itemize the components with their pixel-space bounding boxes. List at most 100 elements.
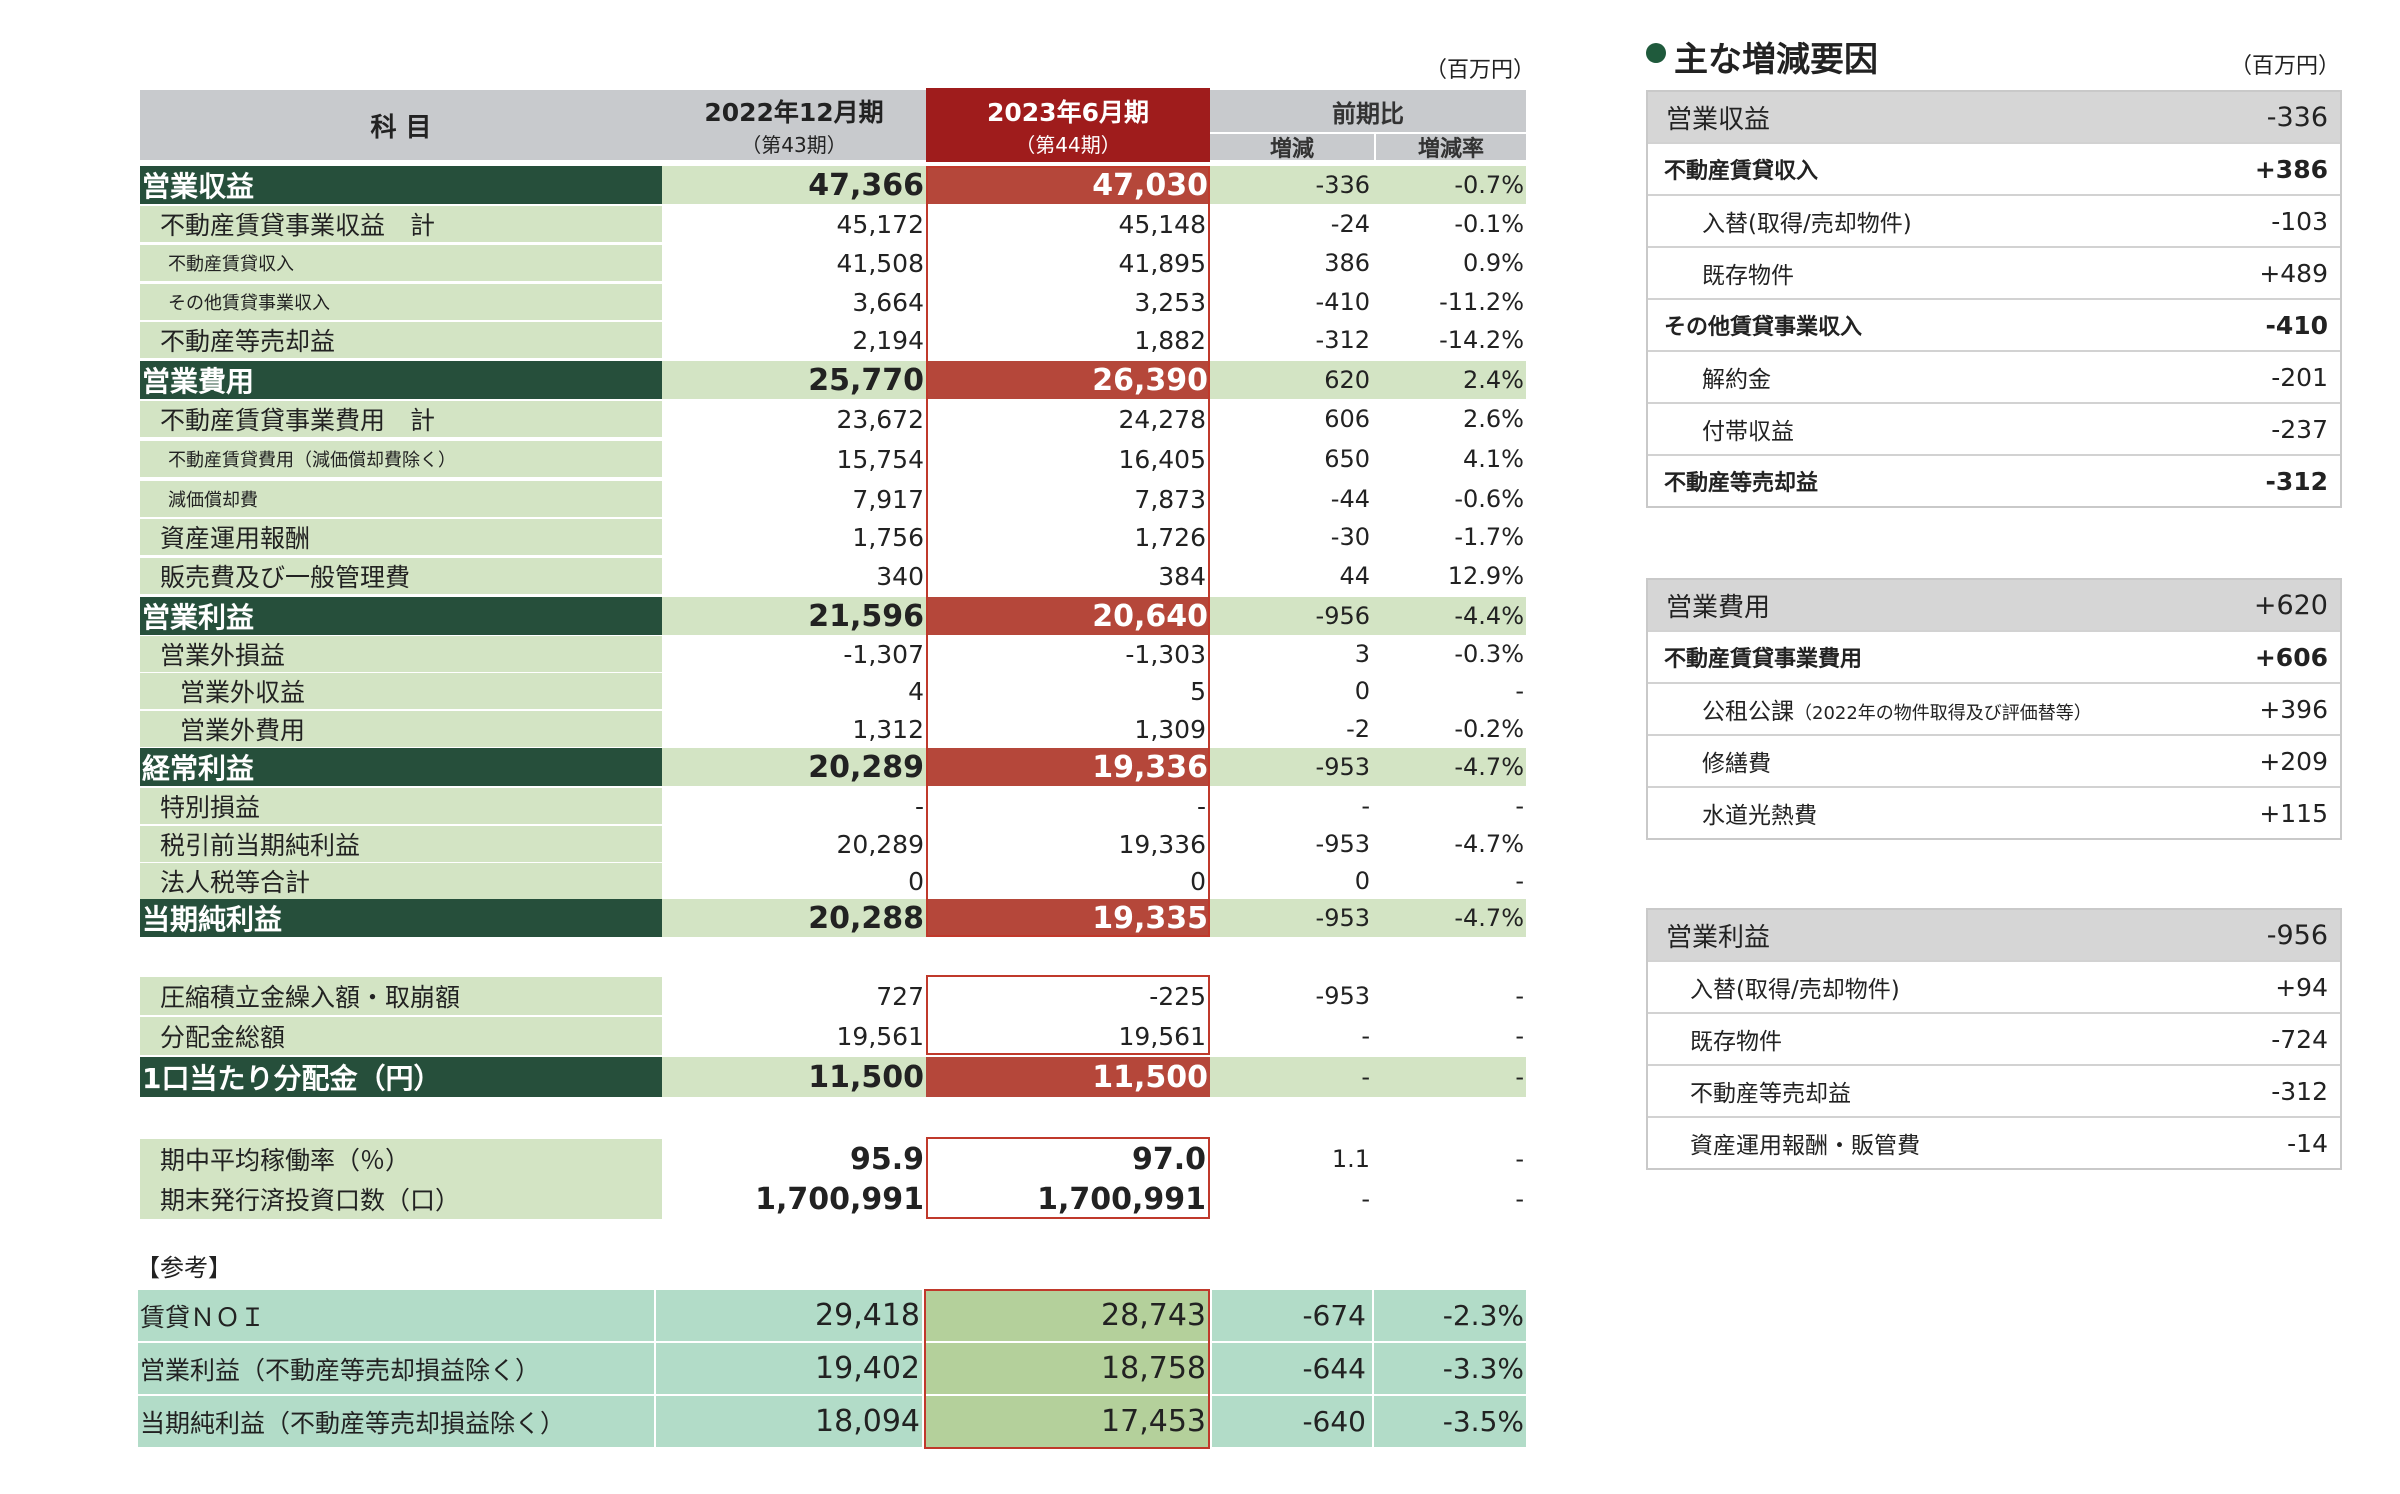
row-label: 資産運用報酬: [140, 519, 662, 555]
factor-item: 修繕費 +209: [1648, 734, 2340, 786]
factor-item-label: 不動産等売却益: [1664, 471, 1819, 496]
factor-item-label-wrap: 不動産賃貸収入: [1664, 153, 1818, 185]
row-label: 営業外費用: [140, 711, 662, 747]
factor-box-header-value: -956: [2266, 919, 2328, 951]
factor-item-label-wrap: その他賃貸事業収入: [1664, 309, 1862, 341]
row-p1: -: [662, 788, 926, 824]
factor-item: 解約金 -201: [1648, 350, 2340, 402]
ref-row-label: 当期純利益（不動産等売却損益除く）: [138, 1396, 654, 1447]
period1-title: 2022年12月期: [704, 97, 884, 127]
row-diff: -953: [1210, 748, 1376, 786]
header-period2: 2023年6月期 （第44期）: [926, 88, 1210, 162]
dist-row-rate: -: [1515, 1022, 1524, 1050]
factor-item-value: +606: [2254, 642, 2328, 672]
row-label: 不動産等売却益: [140, 322, 662, 358]
row-diff: 0: [1354, 677, 1370, 705]
dist-row-diff: -953: [1315, 982, 1370, 1010]
factor-item: 入替(取得/売却物件) -103: [1648, 194, 2340, 246]
row-diff: 386: [1324, 249, 1370, 277]
factor-item-label: 不動産賃貸収入: [1664, 159, 1819, 184]
factor-item-value: -312: [2271, 1076, 2328, 1106]
dist-row-p1: 727: [662, 977, 926, 1015]
factor-item: 水道光熱費 +115: [1648, 786, 2340, 838]
row-diff: -336: [1210, 166, 1376, 204]
factor-item: 資産運用報酬・販管費 -14: [1648, 1116, 2340, 1168]
factor-item-label-wrap: 付帯収益: [1664, 412, 1794, 446]
row-p2: 0: [926, 863, 1210, 899]
ref-row-p2: 17,453: [924, 1396, 1210, 1447]
factor-item-value: -201: [2271, 362, 2328, 392]
ref-row-rate: -2.3%: [1374, 1290, 1526, 1341]
factor-item-label-wrap: 水道光熱費: [1664, 796, 1817, 830]
unit-label: （百万円）: [1425, 58, 1536, 83]
occ-row-p1: 1,700,991: [755, 1181, 924, 1217]
factor-item-label-wrap: 不動産等売却益: [1664, 1074, 1851, 1108]
row-rate: -0.3%: [1454, 640, 1524, 668]
row-rate: 4.1%: [1463, 445, 1524, 473]
row-rate: -0.1%: [1454, 210, 1524, 238]
factor-item: 不動産賃貸収入 +386: [1648, 142, 2340, 194]
factor-item-label: 解約金: [1702, 367, 1771, 393]
factor-item: 不動産等売却益 -312: [1648, 1064, 2340, 1116]
factor-box-header-label: 営業費用: [1666, 592, 1771, 623]
row-p2: 47,030: [926, 166, 1210, 204]
factor-item-label-wrap: 解約金: [1664, 360, 1771, 394]
row-p1: 0: [662, 863, 926, 899]
factor-item-label: 不動産賃貸事業費用: [1664, 647, 1863, 672]
occ-row-rate: -: [1515, 1185, 1524, 1213]
occ-row-p2: 97.0: [1131, 1141, 1206, 1177]
occ-row-p2: 1,700,991: [1037, 1181, 1206, 1217]
row-label: 不動産賃貸費用（減価償却費除く）: [140, 441, 662, 477]
dist-row-p2: 11,500: [926, 1057, 1210, 1097]
factor-item: 付帯収益 -237: [1648, 402, 2340, 454]
row-p1: 15,754: [662, 441, 926, 477]
factor-item-label: 公租公課: [1702, 699, 1794, 725]
period1-sub: （第43期）: [741, 132, 847, 157]
row-diff: -410: [1315, 288, 1370, 316]
factor-item-label: 資産運用報酬・販管費: [1690, 1133, 1920, 1159]
occ-row-label: 期末発行済投資口数（口）: [140, 1179, 662, 1219]
factor-item-label: 既存物件: [1702, 263, 1794, 289]
row-label: 経常利益: [140, 748, 662, 786]
row-p2: 384: [926, 558, 1210, 594]
factor-item-label-wrap: 公租公課（2022年の物件取得及び評価替等）: [1664, 692, 2092, 726]
factor-box: 営業利益 -956 入替(取得/売却物件) +94 既存物件 -724 不動産等売却益 -31…: [1646, 908, 2342, 1170]
factor-item-value: +115: [2259, 798, 2328, 828]
row-rate: 2.6%: [1463, 405, 1524, 433]
factor-item-label-wrap: 入替(取得/売却物件): [1664, 204, 1912, 238]
factor-item-label-wrap: 既存物件: [1664, 1022, 1782, 1056]
row-label: 営業収益: [140, 166, 662, 204]
dist-row-diff: -: [1361, 1022, 1370, 1050]
row-p2: 1,726: [926, 519, 1210, 555]
row-p2: 41,895: [926, 245, 1210, 281]
factor-item-label: 水道光熱費: [1702, 803, 1817, 829]
row-p1: 20,288: [662, 899, 926, 937]
row-p2: 19,336: [926, 826, 1210, 862]
ref-row-label: 賃貸ＮＯＩ: [138, 1290, 654, 1341]
header-item: 科 目: [140, 90, 662, 160]
row-label: 減価償却費: [140, 481, 662, 517]
factor-item: 入替(取得/売却物件) +94: [1648, 960, 2340, 1012]
factor-item-value: -103: [2271, 206, 2328, 236]
ref-row-diff: -640: [1212, 1396, 1372, 1447]
row-label: 税引前当期純利益: [140, 826, 662, 862]
factor-box: 営業収益 -336 不動産賃貸収入 +386 入替(取得/売却物件) -103 既存物件 +4…: [1646, 90, 2342, 508]
dist-row-p2: -225: [926, 977, 1210, 1015]
row-rate: -: [1515, 792, 1524, 820]
row-diff: 650: [1324, 445, 1370, 473]
row-p1: 3,664: [662, 284, 926, 320]
row-diff: 44: [1339, 562, 1370, 590]
factor-item-label: 入替(取得/売却物件): [1702, 211, 1912, 237]
dist-row-label: 圧縮積立金繰入額・取崩額: [140, 977, 662, 1015]
row-p1: 2,194: [662, 322, 926, 358]
header-compare: 前期比: [1210, 90, 1526, 132]
row-diff: -312: [1315, 326, 1370, 354]
factor-box-header-label: 営業収益: [1666, 104, 1771, 135]
factor-item: 既存物件 +489: [1648, 246, 2340, 298]
row-label: 特別損益: [140, 788, 662, 824]
row-diff: -953: [1210, 899, 1376, 937]
factor-item-label-wrap: 既存物件: [1664, 256, 1794, 290]
row-p1: 1,312: [662, 711, 926, 747]
occ-row-p1: 95.9: [849, 1141, 924, 1177]
factor-box-header: 営業収益 -336: [1648, 92, 2340, 142]
